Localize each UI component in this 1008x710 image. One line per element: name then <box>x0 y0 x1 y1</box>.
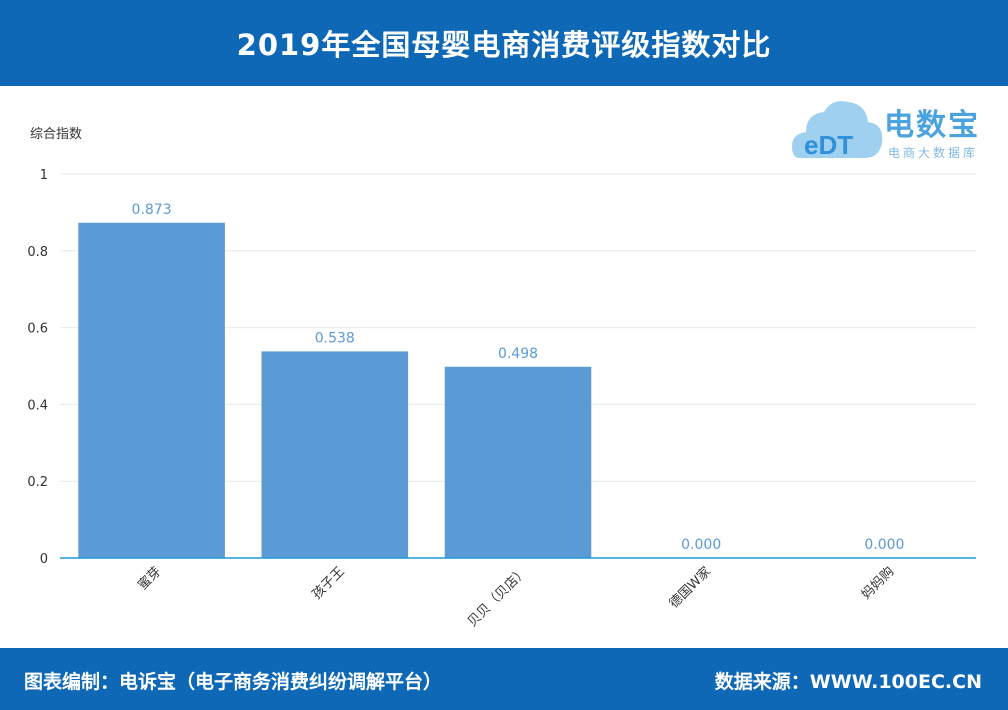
data-label: 0.498 <box>498 346 538 362</box>
y-axis-label: 综合指数 <box>30 127 82 142</box>
y-tick-label: 0 <box>40 552 48 567</box>
bar-chart: 综合指数 0 0.2 0.4 0.6 0.8 1 0.873 0.538 0.498 0.000… <box>27 127 976 630</box>
logo-subtitle: 电商大数据库 <box>888 146 979 160</box>
footer: 图表编制：电诉宝（电子商务消费纠纷调解平台） 数据来源：WWW.100EC.CN <box>0 648 1008 710</box>
bars <box>78 222 592 558</box>
data-label: 0.873 <box>132 202 172 218</box>
y-tick-labels: 0 0.2 0.4 0.6 0.8 1 <box>27 168 48 567</box>
category-label: 蜜芽 <box>135 564 164 593</box>
y-tick-label: 0.2 <box>27 475 48 490</box>
category-label: 妈妈购 <box>858 564 897 603</box>
footer-source: 数据来源：WWW.100EC.CN <box>714 671 982 693</box>
y-tick-label: 0.8 <box>27 245 48 260</box>
category-label: 贝贝（贝店） <box>465 564 531 630</box>
footer-credit: 图表编制：电诉宝（电子商务消费纠纷调解平台） <box>24 671 443 693</box>
data-label: 0.000 <box>864 537 904 553</box>
y-tick-label: 0.4 <box>27 398 48 413</box>
data-label: 0.000 <box>681 537 721 553</box>
category-labels: 蜜芽 孩子王 贝贝（贝店） 德国W家 妈妈购 <box>135 564 897 630</box>
chart-title-banner: 2019年全国母婴电商消费评级指数对比 <box>0 0 1008 86</box>
bar <box>444 366 592 558</box>
category-label: 德国W家 <box>666 564 714 612</box>
bar <box>261 351 409 558</box>
logo-mark: eDT <box>804 130 853 160</box>
logo: eDT 电数宝 电商大数据库 <box>790 92 1000 170</box>
data-labels: 0.873 0.538 0.498 0.000 0.000 <box>132 202 905 553</box>
category-label: 孩子王 <box>309 564 347 602</box>
logo-brand: 电数宝 <box>884 108 980 143</box>
bar <box>78 222 225 558</box>
chart-title: 2019年全国母婴电商消费评级指数对比 <box>236 28 772 62</box>
data-label: 0.538 <box>315 330 355 346</box>
y-tick-label: 1 <box>40 168 48 183</box>
cloud-icon: eDT <box>792 101 883 160</box>
y-tick-label: 0.6 <box>27 322 48 337</box>
